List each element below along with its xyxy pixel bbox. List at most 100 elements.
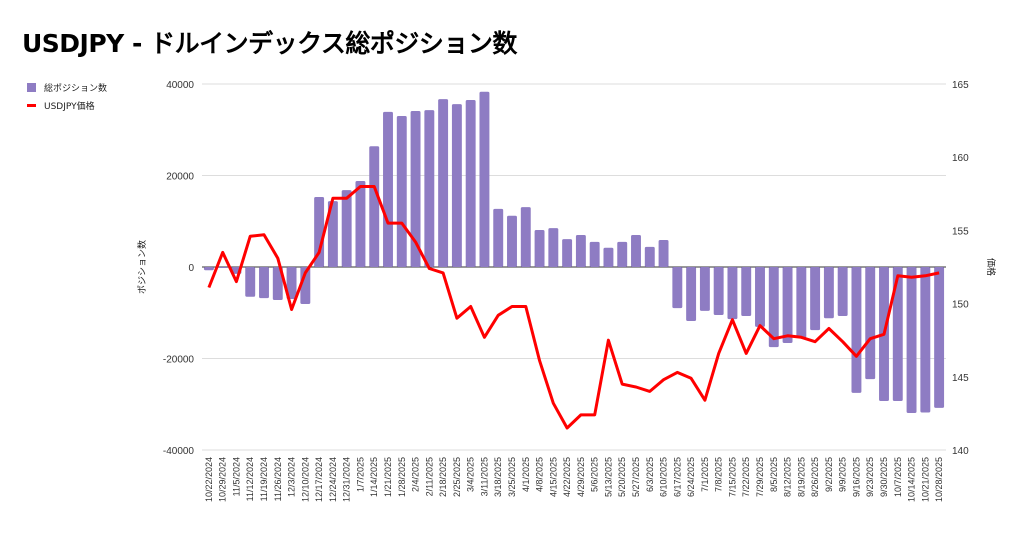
x-tick: 6/10/2025 <box>659 457 669 497</box>
bar <box>465 100 476 267</box>
x-tick: 12/10/2024 <box>300 457 310 502</box>
bar <box>782 267 793 343</box>
y-axis-title-left: ポジション数 <box>136 240 148 294</box>
y-tick-right: 155 <box>952 226 969 237</box>
x-tick: 5/20/2025 <box>617 457 627 497</box>
x-tick: 1/21/2025 <box>383 457 393 497</box>
y-tick-right: 145 <box>952 373 969 384</box>
y-axis-title-right: 価格 <box>985 258 997 276</box>
bar <box>451 104 462 267</box>
x-tick: 3/25/2025 <box>507 457 517 497</box>
bar <box>479 91 490 267</box>
bar <box>603 247 614 267</box>
x-tick: 12/31/2024 <box>342 457 352 502</box>
x-tick: 10/29/2024 <box>218 457 228 502</box>
x-tick: 2/18/2025 <box>438 457 448 497</box>
x-tick: 9/16/2025 <box>851 457 861 497</box>
bar <box>892 267 903 402</box>
y-tick-left: 20000 <box>166 172 194 183</box>
x-tick: 4/22/2025 <box>562 457 572 497</box>
x-tick: 2/11/2025 <box>424 457 434 496</box>
bar <box>686 267 697 321</box>
x-tick: 1/7/2025 <box>355 457 365 492</box>
x-tick: 7/1/2025 <box>700 457 710 492</box>
x-tick: 7/15/2025 <box>727 457 737 497</box>
x-tick: 4/29/2025 <box>576 457 586 497</box>
x-tick: 10/14/2025 <box>907 457 917 502</box>
x-tick: 2/25/2025 <box>452 457 462 497</box>
bar <box>865 267 876 380</box>
bar <box>672 267 683 309</box>
x-tick: 4/1/2025 <box>521 457 531 492</box>
bar <box>741 267 752 316</box>
x-tick: 5/6/2025 <box>590 457 600 492</box>
bar <box>617 241 628 267</box>
bar <box>396 116 407 268</box>
bar <box>851 267 862 393</box>
x-tick: 12/24/2024 <box>328 457 338 502</box>
legend: 総ポジション数 USDJPY価格 <box>27 78 107 114</box>
bar <box>796 267 807 338</box>
legend-swatch-line <box>27 103 36 107</box>
x-tick: 11/19/2024 <box>259 457 269 501</box>
x-tick: 7/8/2025 <box>714 457 724 492</box>
x-tick: 10/21/2025 <box>920 457 930 502</box>
x-tick: 11/12/2024 <box>245 457 255 501</box>
bar <box>314 197 325 267</box>
legend-label-price: USDJPY価格 <box>44 101 95 112</box>
bar <box>327 201 338 267</box>
bar <box>562 239 573 267</box>
y-tick-left: -40000 <box>163 446 195 457</box>
bar <box>631 234 641 267</box>
y-tick-left: 0 <box>188 263 194 274</box>
bar <box>755 267 765 327</box>
bar <box>520 207 531 267</box>
legend-label-positions: 総ポジション数 <box>44 83 108 94</box>
x-tick: 6/17/2025 <box>672 457 682 497</box>
x-tick: 3/11/2025 <box>479 457 489 496</box>
bar <box>286 267 297 300</box>
x-tick: 7/29/2025 <box>755 457 765 497</box>
x-tick: 9/30/2025 <box>879 457 889 497</box>
x-tick: 8/19/2025 <box>796 457 806 497</box>
x-tick: 9/2/2025 <box>824 457 834 492</box>
x-tick: 2/4/2025 <box>411 457 421 492</box>
bar <box>920 267 931 413</box>
legend-item-positions[interactable]: 総ポジション数 <box>27 78 107 96</box>
bar <box>810 267 821 331</box>
y-tick-left: 40000 <box>166 80 194 91</box>
bar <box>272 267 283 300</box>
bar <box>217 267 228 268</box>
bar <box>383 111 393 267</box>
x-tick: 1/14/2025 <box>369 457 379 497</box>
x-tick: 12/3/2024 <box>287 457 297 497</box>
y-tick-left: -20000 <box>163 355 195 366</box>
bar <box>727 267 738 320</box>
bar <box>713 267 724 316</box>
bar <box>534 229 545 267</box>
bar <box>823 267 834 319</box>
x-tick: 12/17/2024 <box>314 457 324 502</box>
bar <box>493 208 504 267</box>
x-tick: 9/23/2025 <box>865 457 875 497</box>
x-tick: 10/22/2024 <box>204 457 214 502</box>
y-tick-right: 165 <box>952 80 969 91</box>
bar <box>245 267 256 297</box>
bar <box>507 215 517 267</box>
x-tick: 5/13/2025 <box>603 457 613 497</box>
bar <box>369 146 380 267</box>
bar <box>341 190 352 267</box>
x-tick: 9/9/2025 <box>838 457 848 492</box>
x-tick: 11/26/2024 <box>273 457 283 501</box>
x-tick: 6/24/2025 <box>686 457 696 497</box>
price-line <box>207 185 940 430</box>
x-tick: 8/12/2025 <box>783 457 793 497</box>
y-tick-right: 140 <box>952 446 969 457</box>
bar <box>906 267 917 413</box>
x-tick: 10/7/2025 <box>893 457 903 497</box>
x-tick: 8/5/2025 <box>769 457 779 492</box>
x-tick: 4/8/2025 <box>535 457 545 492</box>
bar <box>259 267 269 299</box>
y-tick-right: 150 <box>952 300 969 311</box>
legend-item-price[interactable]: USDJPY価格 <box>27 96 107 114</box>
